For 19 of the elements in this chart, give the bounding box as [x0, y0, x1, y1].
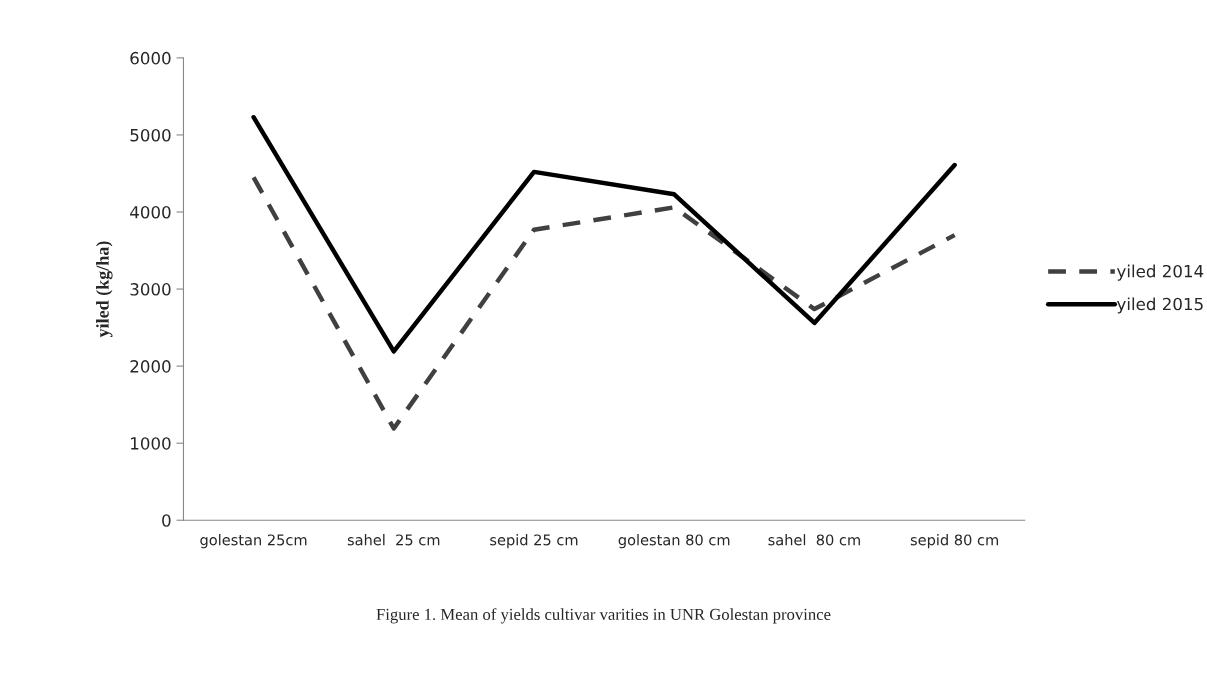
- x-tick-label: sahel 25 cm: [347, 534, 440, 546]
- legend-label: yiled 2014: [1116, 264, 1204, 281]
- x-tick-label: sepid 80 cm: [910, 534, 998, 549]
- y-tick-label: 5000: [130, 128, 171, 142]
- legend-label: yiled 2015: [1116, 297, 1203, 314]
- x-tick-label: sahel 80 cm: [768, 534, 860, 546]
- y-tick-label: 2000: [130, 360, 171, 373]
- y-tick-label: 0: [162, 514, 171, 527]
- caption: Figure 1. Mean of yields cultivar varities in UNR Golestan province: [376, 608, 831, 624]
- y-tick-label: 4000: [130, 205, 171, 219]
- line-series: [251, 114, 957, 354]
- y-axis-title: yiled (kg/ha): [96, 241, 113, 338]
- line-series: [251, 175, 957, 431]
- y-tick-label: 1000: [131, 437, 171, 450]
- y-tick-label: 3000: [130, 283, 171, 296]
- x-tick-label: golestan 80 cm: [618, 534, 730, 549]
- x-tick-label: sepid 25 cm: [490, 534, 578, 549]
- x-tick-label: golestan 25cm: [200, 534, 307, 549]
- y-tick-label: 6000: [130, 51, 171, 65]
